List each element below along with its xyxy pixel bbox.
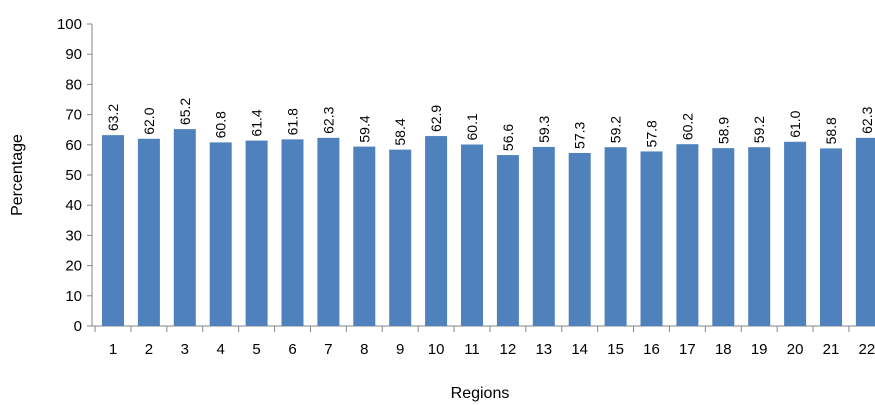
bar-value-label: 60.2 [679,113,695,140]
x-tick-label: 9 [396,341,404,358]
x-tick-label: 13 [535,341,552,358]
x-tick-label: 4 [217,341,225,358]
y-tick-label: 80 [65,76,82,93]
x-tick-label: 6 [288,341,296,358]
y-axis-title: Percentage [9,134,26,216]
bar-value-label: 62.3 [320,106,336,133]
y-tick-label: 100 [57,16,82,33]
bar-value-label: 62.0 [141,107,157,134]
x-axis-title: Regions [451,385,510,402]
bars [102,129,875,326]
y-tick-label: 20 [65,258,82,275]
bar-value-label: 58.8 [823,117,839,144]
bar [389,149,412,326]
bar-value-label: 61.0 [787,110,803,137]
bar [461,144,483,326]
x-tick-label: 21 [823,341,840,358]
bar-value-label: 58.9 [715,117,731,144]
bar [173,129,196,326]
x-tick-label: 14 [571,341,588,358]
x-tick-label: 8 [360,341,368,358]
x-tick-label: 10 [428,341,445,358]
bar-value-label: 57.8 [644,120,660,147]
bar [532,146,555,326]
y-tick-label: 40 [65,197,82,214]
y-tick-label: 90 [65,46,82,63]
bar [784,141,807,326]
y-tick-label: 70 [65,107,82,124]
bar-value-label: 59.3 [536,115,552,142]
data-labels: 63.2 62.0 65.2 60.8 61.4 61.8 62.3 59.4 58.4 62.9… [105,98,875,151]
bar [676,144,699,326]
bar-value-label: 60.1 [464,113,480,140]
x-tick-label: 5 [252,341,260,358]
bar [604,147,627,326]
bar [820,148,842,326]
x-tick-label: 19 [751,341,768,358]
y-tick-label: 60 [65,137,82,154]
bar-value-label: 59.2 [751,116,767,143]
x-tick-label: 3 [181,341,189,358]
bar [496,155,519,326]
bar [281,139,304,326]
bar-value-label: 62.9 [428,105,444,132]
bar [712,148,735,326]
bar [748,147,771,326]
x-tick-label: 11 [464,341,480,358]
x-axis: 1 2 3 4 5 6 7 8 9 10 11 12 13 14 15 16 17 18 19 20 21 22 [92,325,875,358]
bar [640,151,663,326]
bar-value-label: 63.2 [105,104,121,131]
y-tick-label: 30 [65,227,82,244]
bar [568,152,591,326]
bar [137,138,160,326]
bar [317,137,340,326]
bar-value-label: 59.2 [608,116,624,143]
bar-value-label: 57.3 [572,121,588,148]
x-tick-label: 12 [500,341,517,358]
y-tick-label: 10 [65,288,82,305]
bar [209,142,232,326]
bar [245,140,268,326]
x-tick-label: 16 [643,341,660,358]
bar-value-label: 62.3 [859,106,875,133]
bar [102,135,124,326]
bar [425,136,448,326]
x-tick-label: 18 [715,341,732,358]
bar [353,146,376,326]
x-tick-label: 17 [679,341,696,358]
x-tick-label: 1 [109,341,117,358]
x-tick-label: 20 [787,341,804,358]
x-tick-label: 22 [859,341,875,358]
bar-value-label: 65.2 [177,98,193,125]
bar-value-label: 61.8 [285,108,301,135]
y-tick-label: 50 [65,167,82,184]
bar-value-label: 56.6 [500,124,516,151]
bar-value-label: 58.4 [392,118,408,145]
bar-value-label: 60.8 [213,111,229,138]
x-tick-label: 15 [607,341,624,358]
y-tick-label: 0 [74,318,82,335]
bar-value-label: 61.4 [249,109,265,136]
x-tick-label: 7 [324,341,332,358]
bar-value-label: 59.4 [356,115,372,142]
y-axis: 0 10 20 30 40 50 60 70 80 90 100 [57,16,93,335]
bar [855,137,875,326]
x-tick-label: 2 [145,341,153,358]
